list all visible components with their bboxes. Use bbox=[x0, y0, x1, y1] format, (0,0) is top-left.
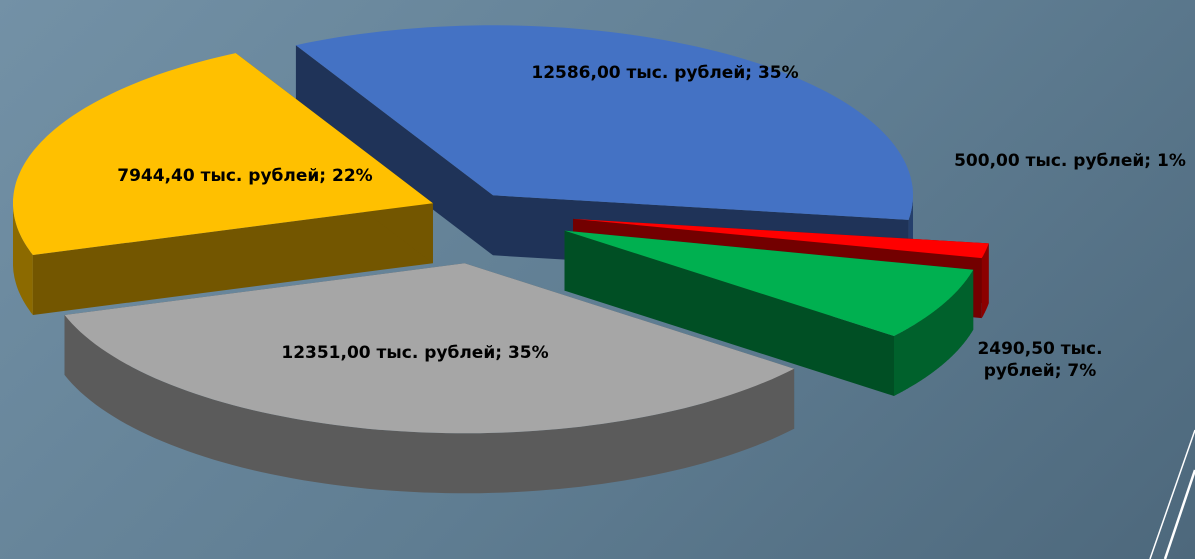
slice bbox=[64, 263, 795, 434]
slice-side bbox=[894, 269, 974, 396]
slice-side bbox=[981, 243, 989, 319]
slice-cut-face bbox=[564, 230, 894, 396]
data-label: 12586,00 тыс. рублей; 35% bbox=[531, 63, 799, 83]
data-label: 12351,00 тыс. рублей; 35% bbox=[281, 343, 549, 363]
slice bbox=[564, 230, 974, 336]
slice-side bbox=[64, 315, 795, 494]
slice-side bbox=[13, 202, 33, 315]
data-label: 2490,50 тыс. рублей; 7% bbox=[977, 339, 1103, 381]
slice-cut-face bbox=[32, 203, 433, 315]
decor-line bbox=[1149, 429, 1195, 559]
data-label: 7944,40 тыс. рублей; 22% bbox=[117, 166, 373, 186]
decor-line bbox=[1163, 469, 1195, 559]
slice-cut-face bbox=[295, 45, 493, 256]
slice bbox=[13, 53, 433, 255]
data-label: 500,00 тыс. рублей; 1% bbox=[954, 151, 1186, 171]
slice bbox=[573, 218, 989, 259]
slice bbox=[295, 25, 913, 220]
